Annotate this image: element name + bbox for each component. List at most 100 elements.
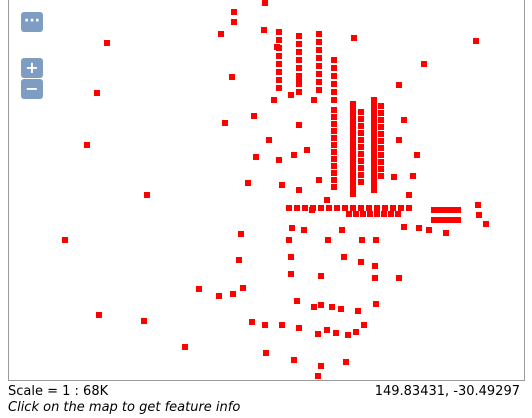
feature-point[interactable] [358,116,364,122]
feature-point[interactable] [288,92,294,98]
feature-point[interactable] [382,205,388,211]
feature-point[interactable] [310,205,316,211]
feature-point[interactable] [339,227,345,233]
feature-point[interactable] [372,275,378,281]
feature-point[interactable] [229,74,235,80]
feature-point[interactable] [331,73,337,79]
feature-point[interactable] [355,308,361,314]
feature-point[interactable] [296,73,302,79]
feature-point[interactable] [378,110,384,116]
feature-point[interactable] [315,373,321,379]
feature-point[interactable] [324,197,330,203]
feature-point[interactable] [358,137,364,143]
feature-point[interactable] [391,174,397,180]
feature-point[interactable] [218,31,224,37]
feature-point[interactable] [350,173,356,179]
feature-point[interactable] [230,291,236,297]
feature-point[interactable] [333,330,339,336]
feature-point[interactable] [96,312,102,318]
feature-point[interactable] [350,119,356,125]
feature-point[interactable] [390,205,396,211]
feature-point[interactable] [338,306,344,312]
feature-point[interactable] [410,173,416,179]
feature-point[interactable] [358,165,364,171]
feature-point[interactable] [421,61,427,67]
feature-point[interactable] [296,325,302,331]
feature-point[interactable] [276,45,282,51]
feature-point[interactable] [296,65,302,71]
feature-point[interactable] [388,211,394,217]
feature-point[interactable] [276,29,282,35]
feature-point[interactable] [316,63,322,69]
feature-point[interactable] [296,122,302,128]
feature-point[interactable] [331,135,337,141]
feature-point[interactable] [371,187,377,193]
feature-point[interactable] [350,125,356,131]
feature-point[interactable] [316,71,322,77]
feature-point[interactable] [374,205,380,211]
feature-point[interactable] [371,139,377,145]
feature-point[interactable] [401,117,407,123]
feature-point[interactable] [253,154,259,160]
feature-point[interactable] [316,55,322,61]
feature-point[interactable] [353,211,359,217]
feature-point[interactable] [296,49,302,55]
feature-point[interactable] [318,205,324,211]
feature-point[interactable] [353,329,359,335]
feature-point[interactable] [378,117,384,123]
feature-point[interactable] [331,89,337,95]
feature-point[interactable] [476,212,482,218]
feature-point[interactable] [318,273,324,279]
feature-point[interactable] [316,87,322,93]
feature-point[interactable] [350,191,356,197]
feature-point[interactable] [316,39,322,45]
feature-point[interactable] [231,19,237,25]
feature-point[interactable] [263,350,269,356]
feature-point[interactable] [342,205,348,211]
feature-point[interactable] [331,81,337,87]
feature-point[interactable] [249,319,255,325]
feature-point[interactable] [325,237,331,243]
feature-point[interactable] [296,77,302,83]
feature-point[interactable] [483,221,489,227]
feature-point[interactable] [373,301,379,307]
feature-point[interactable] [315,331,321,337]
feature-point[interactable] [359,237,365,243]
feature-point[interactable] [401,224,407,230]
feature-point[interactable] [358,151,364,157]
feature-point[interactable] [366,205,372,211]
feature-point[interactable] [318,363,324,369]
feature-point[interactable] [350,113,356,119]
feature-point[interactable] [341,254,347,260]
feature-point[interactable] [271,97,277,103]
feature-point[interactable] [372,263,378,269]
feature-point[interactable] [324,327,330,333]
feature-point[interactable] [406,192,412,198]
feature-point[interactable] [371,157,377,163]
feature-point[interactable] [343,359,349,365]
feature-point[interactable] [358,144,364,150]
feature-point[interactable] [350,131,356,137]
feature-point[interactable] [374,211,380,217]
feature-point[interactable] [104,40,110,46]
feature-point[interactable] [141,318,147,324]
feature-point[interactable] [331,97,337,103]
feature-point[interactable] [345,332,351,338]
feature-point[interactable] [262,0,268,6]
feature-point[interactable] [245,180,251,186]
feature-point[interactable] [431,217,437,223]
feature-point[interactable] [331,163,337,169]
feature-point[interactable] [326,205,332,211]
feature-point[interactable] [84,142,90,148]
feature-point[interactable] [302,205,308,211]
feature-point[interactable] [378,138,384,144]
feature-point[interactable] [331,149,337,155]
feature-point[interactable] [358,123,364,129]
feature-point[interactable] [289,225,295,231]
feature-point[interactable] [367,211,373,217]
feature-point[interactable] [240,285,246,291]
feature-point[interactable] [346,211,352,217]
feature-point[interactable] [443,207,449,213]
feature-point[interactable] [350,143,356,149]
feature-point[interactable] [331,114,337,120]
